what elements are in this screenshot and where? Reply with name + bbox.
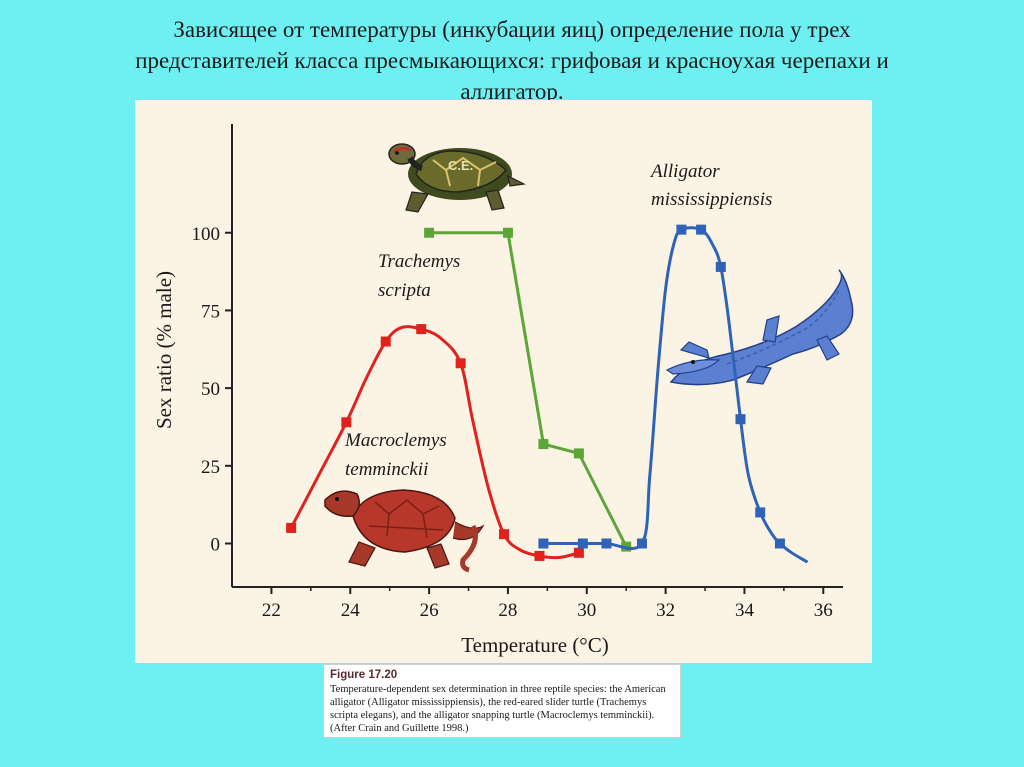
data-point-trachemys-scripta <box>502 227 513 238</box>
chart-panel: 0 25 50 75 100 22 24 26 28 30 32 34 36 Sex ratio (% … <box>135 100 872 663</box>
series-line-trachemys-scripta <box>429 231 628 548</box>
series-layer <box>286 224 809 564</box>
x-tick-label-24: 24 <box>341 600 361 621</box>
data-point-trachemys-scripta <box>538 439 549 450</box>
series-label-alligator-line-2: mississippiensis <box>651 189 772 210</box>
series-label-trachemys-line-2: scripta <box>378 280 431 301</box>
y-axis-title: Sex ratio (% male) <box>152 271 176 429</box>
data-point-macroclemys-temminckii <box>286 522 297 533</box>
data-point-alligator-mississippiensis <box>676 224 687 235</box>
data-point-alligator-mississippiensis <box>538 538 549 549</box>
figure-caption-label: Figure 17.20 <box>330 669 398 681</box>
data-point-alligator-mississippiensis <box>601 538 612 549</box>
axis-ticks: 0 25 50 75 100 22 24 26 28 30 32 34 36 <box>192 224 833 621</box>
x-tick-label-28: 28 <box>498 600 517 621</box>
series-label-trachemys-line-1: Trachemys <box>378 251 460 272</box>
data-point-macroclemys-temminckii <box>416 324 427 335</box>
data-point-macroclemys-temminckii <box>380 336 391 347</box>
alligator-snapping-turtle-icon <box>324 489 485 573</box>
label-macroclemys-temminckii: Macroclemys temminckii <box>344 430 447 480</box>
slide-title: Зависящее от температуры (инкубации яиц)… <box>40 14 984 107</box>
red-eared-slider-turtle-icon: C.E. <box>388 143 526 213</box>
series-line-macroclemys-temminckii <box>289 325 580 560</box>
figure-caption: Figure 17.20 Temperature-dependent sex d… <box>323 664 681 738</box>
data-point-macroclemys-temminckii <box>498 529 509 540</box>
data-point-alligator-mississippiensis <box>715 261 726 272</box>
data-point-trachemys-scripta <box>573 448 584 459</box>
data-point-alligator-mississippiensis <box>755 507 766 518</box>
data-point-macroclemys-temminckii <box>534 550 545 561</box>
data-point-alligator-mississippiensis <box>735 414 746 425</box>
x-tick-label-26: 26 <box>420 600 439 621</box>
sex-ratio-chart: 0 25 50 75 100 22 24 26 28 30 32 34 36 Sex ratio (% … <box>152 124 854 657</box>
turtle-shell-marking: C.E. <box>448 158 473 173</box>
x-tick-label-30: 30 <box>577 600 596 621</box>
data-point-alligator-mississippiensis <box>577 538 588 549</box>
label-trachemys-scripta: Trachemys scripta <box>378 251 460 301</box>
series-line-alligator-mississippiensis <box>543 226 809 564</box>
x-tick-label-34: 34 <box>735 600 755 621</box>
figure-caption-text: Temperature-dependent sex determination … <box>330 684 666 734</box>
y-tick-label-50: 50 <box>201 379 220 400</box>
y-tick-label-25: 25 <box>201 457 220 478</box>
series-label-alligator-line-1: Alligator <box>649 161 720 182</box>
data-point-trachemys-scripta <box>424 227 435 238</box>
data-point-alligator-mississippiensis <box>636 538 647 549</box>
label-alligator-mississippiensis: Alligator mississippiensis <box>649 161 772 210</box>
data-point-macroclemys-temminckii <box>573 547 584 558</box>
data-point-alligator-mississippiensis <box>696 224 707 235</box>
x-tick-label-36: 36 <box>814 600 833 621</box>
y-tick-label-0: 0 <box>211 534 221 555</box>
series-label-macroclemys-line-1: Macroclemys <box>344 430 447 451</box>
data-point-alligator-mississippiensis <box>774 538 785 549</box>
slide-title-line-1: Зависящее от температуры (инкубации яиц)… <box>173 17 851 42</box>
data-point-macroclemys-temminckii <box>341 417 352 428</box>
slide-title-line-3: аллигатор. <box>460 79 564 104</box>
slide-title-line-2: представителей класса пресмыкающихся: гр… <box>135 48 889 73</box>
data-point-macroclemys-temminckii <box>455 358 466 369</box>
y-tick-label-100: 100 <box>192 224 221 245</box>
series-label-macroclemys-line-2: temminckii <box>345 459 428 480</box>
x-tick-label-32: 32 <box>656 600 675 621</box>
x-tick-label-22: 22 <box>262 600 281 621</box>
y-tick-label-75: 75 <box>201 301 220 322</box>
x-axis-title: Temperature (°C) <box>461 633 608 657</box>
alligator-icon <box>665 269 854 386</box>
